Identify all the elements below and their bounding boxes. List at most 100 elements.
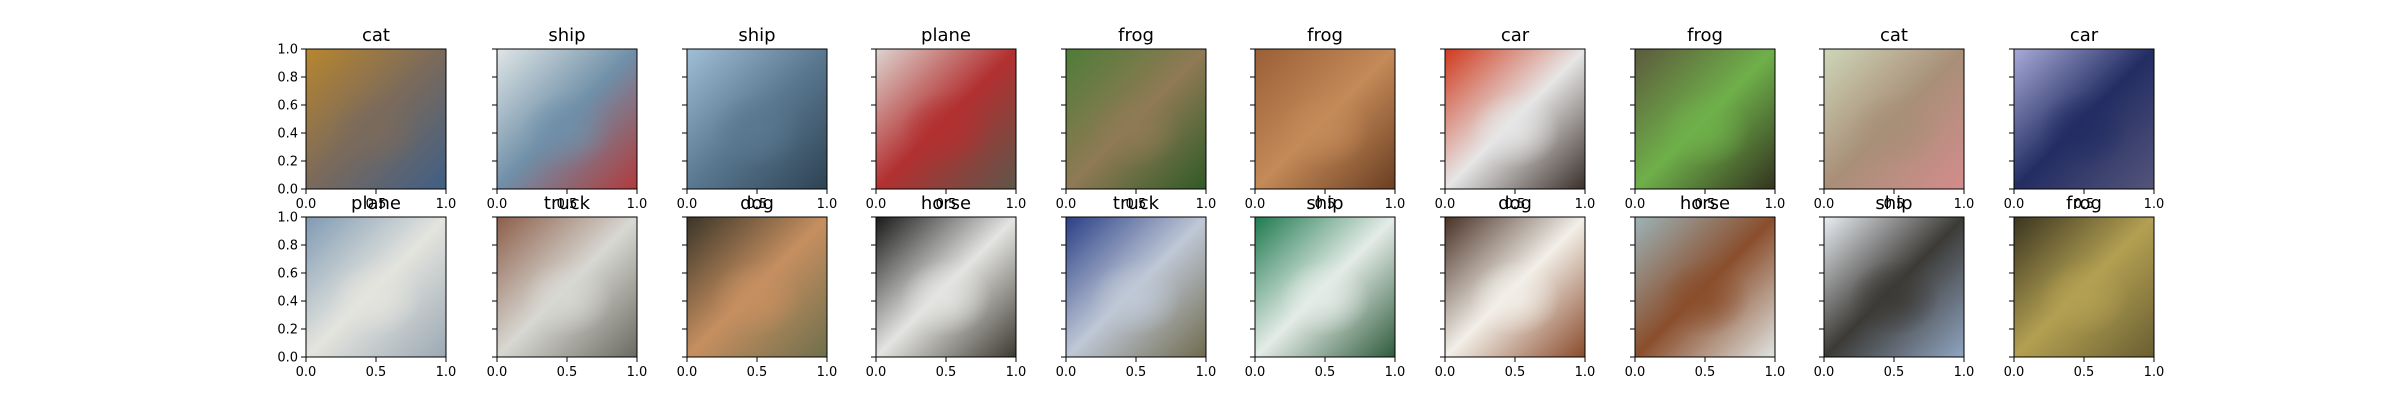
x-tick-label: 1.0: [1575, 197, 1596, 212]
panel-title: plane: [351, 193, 401, 214]
x-tick-label: 1.0: [1954, 365, 1975, 380]
image-subject: [516, 252, 618, 336]
x-tick-label: 0.0: [1435, 365, 1456, 380]
x-tick-label: 1.0: [1196, 365, 1217, 380]
y-tick-label: 0.4: [277, 295, 298, 310]
x-tick-label: 0.0: [487, 365, 508, 380]
panel-title: dog: [1498, 193, 1532, 214]
image-panel: ship 0.0 0.5 1.0: [1814, 193, 1975, 380]
x-tick-label: 0.5: [366, 197, 387, 212]
y-tick-label: 0.2: [277, 155, 298, 170]
y-tick-label: 0.4: [277, 127, 298, 142]
x-tick-label: 1.0: [1954, 197, 1975, 212]
panel-title: frog: [2066, 193, 2102, 214]
x-tick-label: 1.0: [817, 365, 838, 380]
image-subject: [1085, 84, 1187, 168]
image-subject: [1654, 252, 1756, 336]
image-panel: frog 0.0 0.5 1.0: [2004, 193, 2165, 380]
x-tick-label: 0.0: [296, 197, 317, 212]
x-tick-label: 0.0: [677, 197, 698, 212]
x-tick-label: 0.0: [1056, 365, 1077, 380]
x-tick-label: 0.0: [677, 365, 698, 380]
image-panel: frog 0.0 0.5 1.0: [1056, 25, 1217, 212]
x-tick-label: 0.0: [1625, 365, 1646, 380]
x-tick-label: 1.0: [627, 365, 648, 380]
x-tick-label: 0.5: [1505, 197, 1526, 212]
panel-title: dog: [740, 193, 774, 214]
x-tick-label: 0.5: [1315, 365, 1336, 380]
x-tick-label: 0.0: [866, 197, 887, 212]
panel-title: frog: [1307, 25, 1343, 46]
image-panel: truck 0.0 0.5 1.0: [1056, 193, 1217, 380]
image-panel: frog 0.0 0.5 1.0: [1625, 25, 1786, 212]
panel-title: ship: [1306, 193, 1343, 214]
x-tick-label: 0.0: [1056, 197, 1077, 212]
x-tick-label: 0.5: [2074, 197, 2095, 212]
image-panel: cat 0.0 0.5 1.0: [1814, 25, 1975, 212]
x-tick-label: 0.0: [2004, 365, 2025, 380]
y-tick-label: 0.0: [277, 183, 298, 198]
x-tick-label: 0.5: [936, 365, 957, 380]
x-tick-label: 0.5: [747, 197, 768, 212]
x-tick-label: 0.5: [1505, 365, 1526, 380]
image-subject: [895, 252, 997, 336]
x-tick-label: 1.0: [1006, 365, 1027, 380]
x-tick-label: 0.5: [1695, 365, 1716, 380]
image-subject: [706, 252, 808, 336]
image-panel: horse 0.0 0.5 1.0: [866, 193, 1027, 380]
x-tick-label: 1.0: [1385, 365, 1406, 380]
x-tick-label: 1.0: [817, 197, 838, 212]
image-subject: [1843, 252, 1945, 336]
x-tick-label: 0.0: [866, 365, 887, 380]
x-tick-label: 0.0: [1814, 365, 1835, 380]
x-tick-label: 1.0: [436, 197, 457, 212]
x-tick-label: 0.0: [1814, 197, 1835, 212]
panel-title: horse: [1680, 193, 1730, 214]
y-tick-label: 0.2: [277, 323, 298, 338]
image-subject: [1654, 84, 1756, 168]
x-tick-label: 1.0: [2144, 197, 2165, 212]
x-tick-label: 1.0: [1765, 365, 1786, 380]
image-subject: [1464, 252, 1566, 336]
image-panel: dog 0.0 0.5 1.0: [1435, 193, 1596, 380]
x-tick-label: 0.0: [1435, 197, 1456, 212]
image-subject: [1085, 252, 1187, 336]
x-tick-label: 0.5: [1126, 365, 1147, 380]
panel-title: ship: [548, 25, 585, 46]
image-subject: [895, 84, 997, 168]
image-subject: [325, 252, 427, 336]
image-panel: horse 0.0 0.5 1.0: [1625, 193, 1786, 380]
x-tick-label: 1.0: [1196, 197, 1217, 212]
x-tick-label: 0.0: [487, 197, 508, 212]
panel-title: horse: [921, 193, 971, 214]
image-panel: frog 0.0 0.5 1.0: [1245, 25, 1406, 212]
y-tick-label: 1.0: [277, 211, 298, 226]
x-tick-label: 0.0: [1245, 197, 1266, 212]
image-panel: car 0.0 0.5 1.0: [1435, 25, 1596, 212]
image-subject: [2033, 84, 2135, 168]
x-tick-label: 0.5: [2074, 365, 2095, 380]
panel-title: ship: [1875, 193, 1912, 214]
x-tick-label: 0.5: [557, 197, 578, 212]
image-subject: [1274, 84, 1376, 168]
y-tick-label: 0.8: [277, 71, 298, 86]
x-tick-label: 1.0: [1765, 197, 1786, 212]
x-tick-label: 0.0: [2004, 197, 2025, 212]
x-tick-label: 1.0: [627, 197, 648, 212]
panel-title: ship: [738, 25, 775, 46]
panel-title: cat: [1880, 25, 1908, 46]
x-tick-label: 0.5: [936, 197, 957, 212]
image-panel: ship 0.0 0.5 1.0: [677, 25, 838, 212]
image-panel: plane 0.0 0.5 1.0: [866, 25, 1027, 212]
y-tick-label: 0.0: [277, 351, 298, 366]
image-panel: truck 0.0 0.5 1.0: [487, 193, 648, 380]
x-tick-label: 0.5: [1884, 197, 1905, 212]
image-subject: [516, 84, 618, 168]
image-panel: ship 0.0 0.5 1.0: [487, 25, 648, 212]
x-tick-label: 0.5: [1126, 197, 1147, 212]
panel-title: truck: [1113, 193, 1160, 214]
panel-title: frog: [1687, 25, 1723, 46]
image-subject: [1274, 252, 1376, 336]
